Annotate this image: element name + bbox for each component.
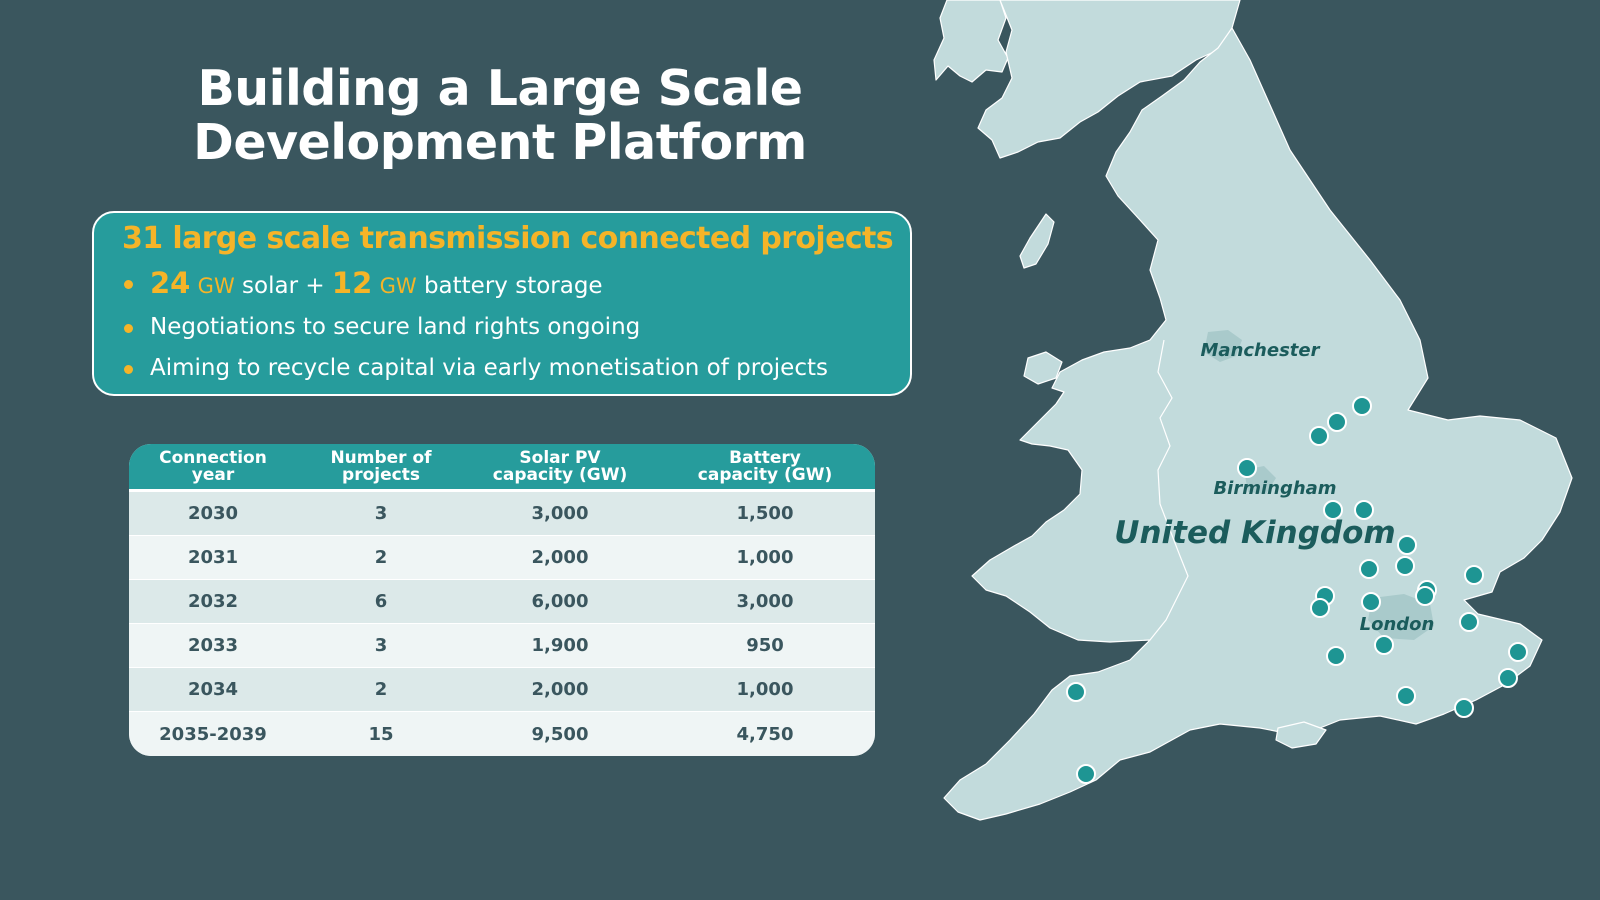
table-row: 2033 3 1,900 950 — [129, 624, 875, 668]
cell-battery: 3,000 — [736, 591, 794, 612]
solar-capacity-text: solar + — [242, 273, 325, 299]
table-body: 2030 3 3,000 1,500 2031 2 2,000 1,000 20… — [129, 492, 875, 756]
table-row: 2032 6 6,000 3,000 — [129, 580, 875, 624]
cell-projects: 3 — [374, 503, 388, 524]
london-area — [1368, 594, 1434, 640]
project-marker[interactable] — [1508, 642, 1528, 662]
cell-solar: 9,500 — [531, 723, 589, 745]
project-marker[interactable] — [1323, 500, 1343, 520]
project-marker[interactable] — [1076, 764, 1096, 784]
land-shapes — [933, 0, 1573, 821]
project-marker[interactable] — [1354, 500, 1374, 520]
battery-capacity-unit: GW — [379, 274, 417, 298]
header-connection-year: Connection year — [159, 447, 267, 485]
land-scotland-south — [977, 0, 1241, 159]
project-marker[interactable] — [1066, 682, 1086, 702]
project-marker[interactable] — [1352, 396, 1372, 416]
header-battery-capacity: Battery capacity (GW) — [697, 447, 833, 485]
project-marker[interactable] — [1397, 535, 1417, 555]
project-marker[interactable] — [1415, 586, 1435, 606]
cell-solar: 1,900 — [531, 635, 589, 656]
table-row: 2030 3 3,000 1,500 — [129, 492, 875, 536]
cell-battery: 1,000 — [736, 547, 794, 568]
battery-capacity-value: 12 — [331, 266, 373, 300]
project-marker[interactable] — [1359, 559, 1379, 579]
project-marker[interactable] — [1309, 426, 1329, 446]
header-solar-capacity: Solar PV capacity (GW) — [492, 447, 628, 485]
city-label-birmingham: Birmingham — [1213, 478, 1336, 499]
title-line-1: Building a Large Scale — [197, 60, 803, 117]
solar-capacity-unit: GW — [197, 274, 235, 298]
bullet-capacity: 24 GW solar + 12 GW battery storage — [122, 263, 882, 307]
project-marker[interactable] — [1327, 412, 1347, 432]
cell-battery: 1,500 — [736, 503, 794, 524]
cell-projects: 15 — [368, 723, 394, 745]
city-label-manchester: Manchester — [1201, 340, 1321, 361]
cell-projects: 2 — [374, 547, 388, 568]
project-marker[interactable] — [1464, 565, 1484, 585]
table-header-row: Connection year Number of projects Solar P… — [129, 444, 875, 492]
cell-solar: 2,000 — [531, 679, 589, 700]
project-marker[interactable] — [1498, 668, 1518, 688]
project-marker[interactable] — [1374, 635, 1394, 655]
bullet-recycle-capital: Aiming to recycle capital via early mone… — [122, 348, 882, 389]
country-label: United Kingdom — [1114, 515, 1395, 551]
cell-year: 2030 — [187, 503, 239, 524]
cell-year: 2035-2039 — [159, 723, 267, 745]
summary-bullet-list: 24 GW solar + 12 GW battery storage Nego… — [122, 263, 882, 389]
connection-schedule-table: Connection year Number of projects Solar P… — [129, 444, 875, 756]
bullet-land-rights: Negotiations to secure land rights ongoi… — [122, 307, 882, 348]
cell-projects: 6 — [374, 591, 388, 612]
project-marker[interactable] — [1326, 646, 1346, 666]
project-marker[interactable] — [1396, 686, 1416, 706]
cell-battery: 4,750 — [736, 723, 794, 745]
cell-solar: 6,000 — [531, 591, 589, 612]
cell-year: 2031 — [187, 547, 239, 568]
cell-year: 2034 — [187, 679, 239, 700]
project-marker[interactable] — [1361, 592, 1381, 612]
cell-year: 2033 — [187, 635, 239, 656]
title-line-2: Development Platform — [193, 114, 807, 171]
project-marker[interactable] — [1459, 612, 1479, 632]
cell-solar: 2,000 — [531, 547, 589, 568]
battery-capacity-text: battery storage — [423, 273, 603, 299]
cell-battery: 950 — [746, 635, 784, 656]
project-marker[interactable] — [1310, 598, 1330, 618]
projects-summary-box: 31 large scale transmission connected pr… — [92, 211, 912, 396]
page-title: Building a Large Scale Development Platf… — [90, 62, 910, 170]
project-marker[interactable] — [1395, 556, 1415, 576]
summary-heading: 31 large scale transmission connected pr… — [122, 221, 894, 256]
manchester-area — [1204, 330, 1242, 362]
land-isle-of-man — [1019, 213, 1055, 269]
project-marker[interactable] — [1237, 458, 1257, 478]
table-row: 2035-2039 15 9,500 4,750 — [129, 712, 875, 756]
cell-projects: 2 — [374, 679, 388, 700]
uk-project-map: Manchester Birmingham United Kingdom Lon… — [933, 0, 1573, 821]
table-row: 2031 2 2,000 1,000 — [129, 536, 875, 580]
header-number-of-projects: Number of projects — [330, 447, 432, 485]
cell-projects: 3 — [374, 635, 388, 656]
cell-year: 2032 — [187, 591, 239, 612]
cell-battery: 1,000 — [736, 679, 794, 700]
table-row: 2034 2 2,000 1,000 — [129, 668, 875, 712]
solar-capacity-value: 24 — [150, 266, 191, 300]
wales-england-border — [1149, 339, 1189, 641]
land-isle-of-wight — [1275, 721, 1327, 749]
city-label-london: London — [1360, 614, 1435, 635]
city-areas — [1204, 330, 1434, 640]
land-anglesey — [1023, 351, 1063, 385]
land-scotland-west — [933, 0, 1009, 83]
project-marker[interactable] — [1454, 698, 1474, 718]
project-markers — [1066, 396, 1528, 784]
cell-solar: 3,000 — [531, 503, 589, 524]
land-great-britain — [943, 27, 1573, 821]
